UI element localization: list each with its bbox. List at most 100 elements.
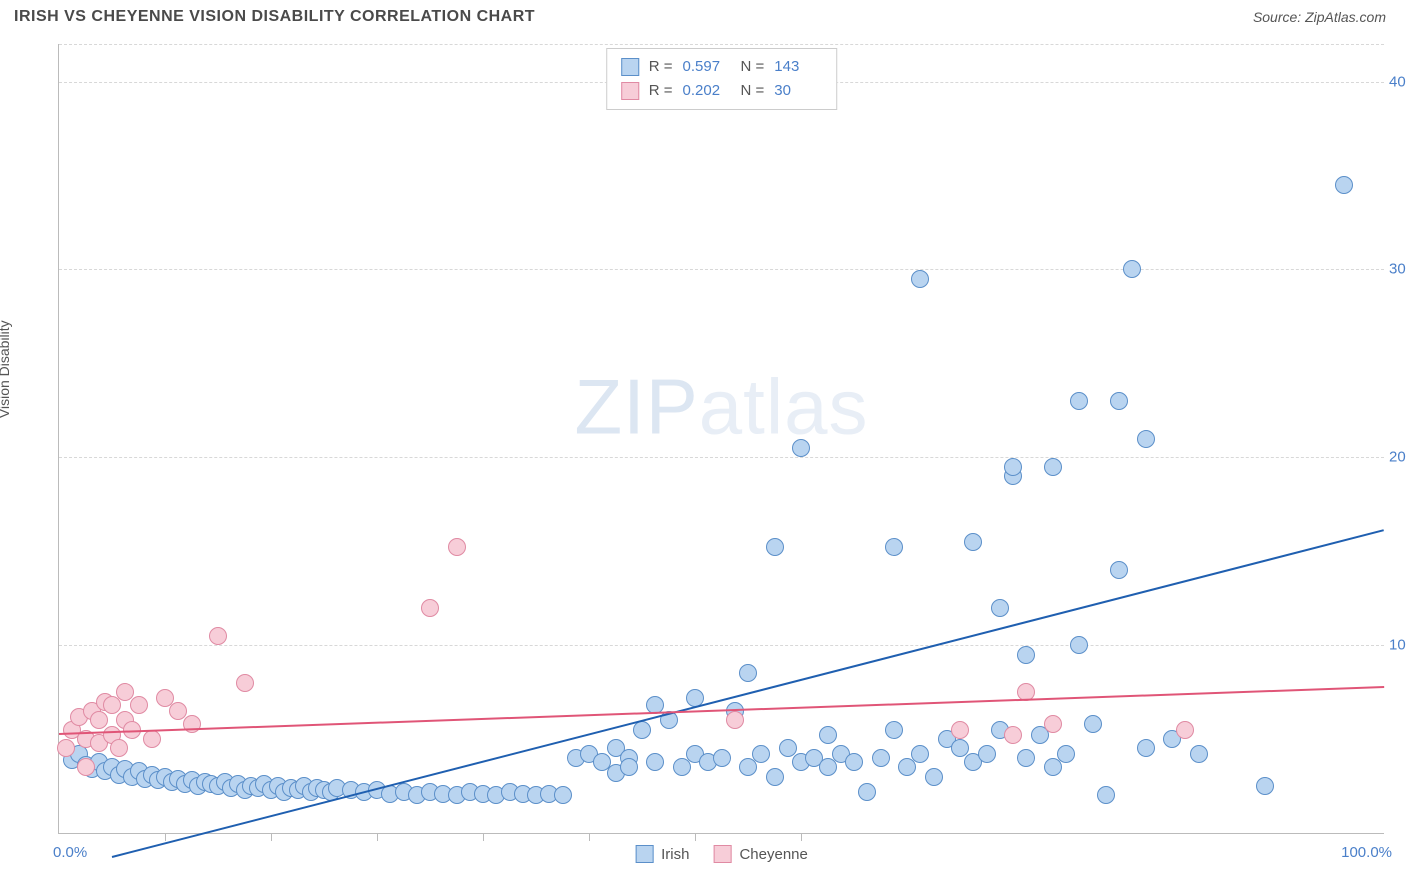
data-point (1044, 715, 1062, 733)
data-point (752, 745, 770, 763)
data-point (726, 711, 744, 729)
data-point (911, 745, 929, 763)
gridline (59, 457, 1384, 458)
data-point (925, 768, 943, 786)
x-tick (801, 833, 802, 841)
legend-swatch (621, 58, 639, 76)
legend-r-value: 0.202 (683, 79, 731, 103)
data-point (1176, 721, 1194, 739)
data-point (1017, 646, 1035, 664)
data-point (1137, 739, 1155, 757)
x-tick-label: 0.0% (53, 844, 87, 861)
x-tick (483, 833, 484, 841)
data-point (898, 758, 916, 776)
legend-r-value: 0.597 (683, 55, 731, 79)
y-tick-label: 20.0% (1389, 449, 1406, 466)
data-point (885, 538, 903, 556)
data-point (845, 753, 863, 771)
data-point (978, 745, 996, 763)
data-point (819, 758, 837, 776)
legend-swatch (621, 82, 639, 100)
watermark: ZIPatlas (574, 361, 868, 452)
data-point (1084, 715, 1102, 733)
x-tick (695, 833, 696, 841)
gridline (59, 645, 1384, 646)
legend-swatch (635, 845, 653, 863)
data-point (1110, 392, 1128, 410)
data-point (646, 753, 664, 771)
data-point (673, 758, 691, 776)
x-tick (271, 833, 272, 841)
x-tick-label: 100.0% (1341, 844, 1392, 861)
data-point (620, 758, 638, 776)
legend-n-label: N = (741, 55, 765, 79)
legend-series-name: Cheyenne (739, 846, 807, 863)
y-tick-label: 10.0% (1389, 637, 1406, 654)
data-point (858, 783, 876, 801)
data-point (1335, 176, 1353, 194)
plot-area: ZIPatlas R =0.597N =143R =0.202N =30 Iri… (58, 44, 1384, 834)
data-point (554, 786, 572, 804)
data-point (77, 758, 95, 776)
data-point (1004, 726, 1022, 744)
data-point (1070, 636, 1088, 654)
data-point (1004, 458, 1022, 476)
watermark-light: atlas (699, 362, 869, 450)
series-legend: Irish Cheyenne (635, 845, 808, 863)
data-point (1256, 777, 1274, 795)
data-point (792, 439, 810, 457)
data-point (90, 711, 108, 729)
data-point (1110, 561, 1128, 579)
correlation-legend: R =0.597N =143R =0.202N =30 (606, 48, 838, 110)
data-point (110, 739, 128, 757)
gridline (59, 269, 1384, 270)
legend-item: Irish (635, 845, 689, 863)
data-point (911, 270, 929, 288)
data-point (964, 533, 982, 551)
gridline (59, 44, 1384, 45)
data-point (103, 696, 121, 714)
data-point (1123, 260, 1141, 278)
watermark-bold: ZIP (574, 362, 698, 450)
source-attribution: Source: ZipAtlas.com (1253, 9, 1386, 25)
x-tick (377, 833, 378, 841)
data-point (739, 664, 757, 682)
legend-n-value: 143 (774, 55, 822, 79)
data-point (1057, 745, 1075, 763)
data-point (209, 627, 227, 645)
data-point (951, 721, 969, 739)
data-point (421, 599, 439, 617)
legend-row: R =0.597N =143 (621, 55, 823, 79)
data-point (1190, 745, 1208, 763)
legend-n-value: 30 (774, 79, 822, 103)
data-point (713, 749, 731, 767)
data-point (130, 696, 148, 714)
data-point (885, 721, 903, 739)
data-point (1070, 392, 1088, 410)
legend-row: R =0.202N =30 (621, 79, 823, 103)
data-point (766, 768, 784, 786)
data-point (1137, 430, 1155, 448)
legend-series-name: Irish (661, 846, 689, 863)
data-point (1017, 749, 1035, 767)
data-point (1097, 786, 1115, 804)
data-point (143, 730, 161, 748)
y-axis-label: Vision Disability (0, 320, 12, 418)
data-point (448, 538, 466, 556)
data-point (872, 749, 890, 767)
data-point (236, 674, 254, 692)
y-tick-label: 30.0% (1389, 261, 1406, 278)
x-tick (589, 833, 590, 841)
legend-item: Cheyenne (713, 845, 807, 863)
data-point (1044, 758, 1062, 776)
data-point (819, 726, 837, 744)
data-point (1044, 458, 1062, 476)
chart-container: Vision Disability ZIPatlas R =0.597N =14… (14, 40, 1392, 878)
y-tick-label: 40.0% (1389, 73, 1406, 90)
data-point (739, 758, 757, 776)
x-tick (165, 833, 166, 841)
data-point (57, 739, 75, 757)
chart-title: IRISH VS CHEYENNE VISION DISABILITY CORR… (14, 8, 535, 26)
data-point (991, 599, 1009, 617)
legend-n-label: N = (741, 79, 765, 103)
